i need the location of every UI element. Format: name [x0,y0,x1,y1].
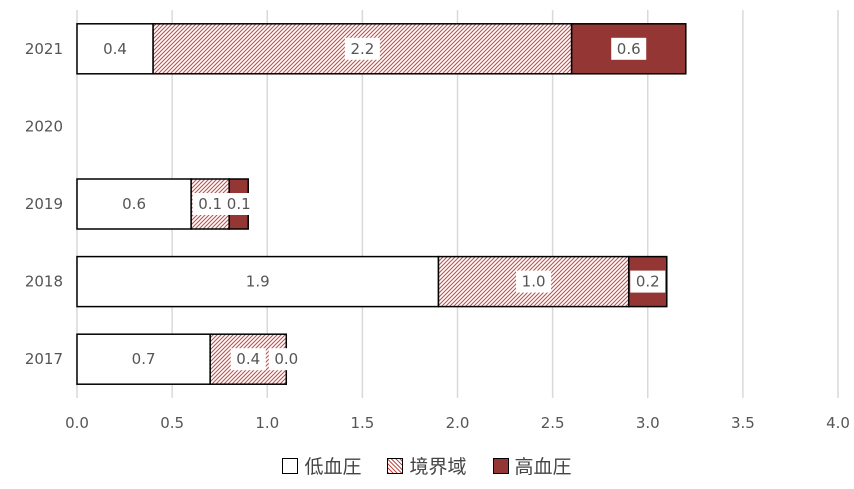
data-label: 1.0 [522,273,546,291]
data-label-bg [344,37,380,60]
data-label: 1.9 [246,273,270,291]
data-label-bg [516,270,552,293]
legend-swatch-borderline [387,457,404,474]
data-label: 0.4 [236,350,260,368]
y-tick-label: 2018 [25,273,63,291]
x-tick-label: 0.5 [160,414,184,432]
legend-label-borderline: 境界域 [409,456,467,478]
y-tick-label: 2019 [25,195,63,213]
legend-swatch-high [492,457,509,474]
legend-swatch-low [282,457,299,474]
legend-item-borderline: 境界域 [387,452,467,479]
data-label-bg [240,270,276,293]
x-tick-label: 2.5 [541,414,565,432]
data-label: 0.7 [132,350,156,368]
legend-label-low: 低血圧 [304,456,362,478]
data-label-bg [192,193,228,215]
legend-item-high: 高血圧 [492,452,572,479]
x-tick-label: 0.0 [65,414,89,432]
y-tick-label: 2020 [25,117,63,135]
data-label: 0.1 [198,195,222,213]
x-tick-label: 2.0 [446,414,470,432]
legend: 低血圧 境界域 高血圧 [0,452,854,479]
bar-segment [570,23,687,75]
data-label-bg [221,193,257,215]
data-label-bg [97,37,133,60]
data-label: 0.4 [103,40,127,58]
y-tick-label: 2021 [25,40,63,58]
data-label: 0.6 [617,40,641,58]
data-label-bg [126,348,162,371]
data-label: 0.2 [636,273,660,291]
data-label-bg [630,270,666,293]
data-label: 0.0 [274,350,298,368]
data-label-bg [230,348,266,371]
data-label-bg [611,37,647,60]
x-tick-label: 1.5 [350,414,374,432]
data-label: 2.2 [350,40,374,58]
y-tick-label: 2017 [25,350,63,368]
data-label-bg [268,348,304,371]
x-tick-label: 3.5 [731,414,755,432]
data-label-bg [116,193,152,215]
legend-item-low: 低血圧 [282,452,361,479]
legend-label-high: 高血圧 [514,456,572,478]
data-label: 0.6 [122,195,146,213]
x-tick-label: 4.0 [826,414,850,432]
x-tick-label: 3.0 [636,414,660,432]
data-label: 0.1 [227,195,251,213]
x-tick-label: 1.0 [255,414,279,432]
